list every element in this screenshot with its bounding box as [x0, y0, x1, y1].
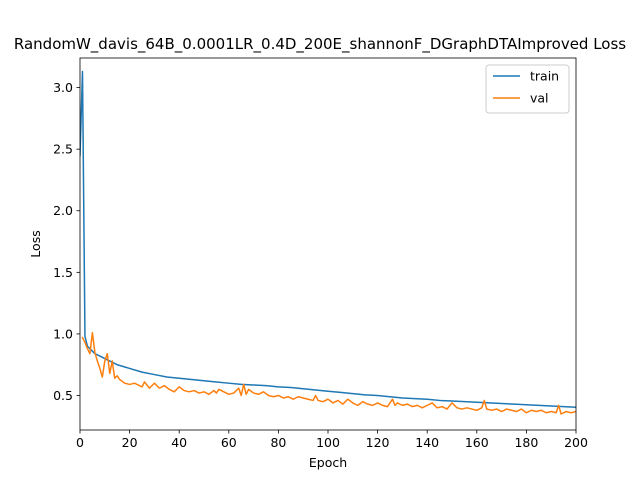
legend-frame [485, 64, 570, 114]
x-axis-label: Epoch [309, 455, 347, 470]
ticks-layer: 0 20 40 60 80 100 120 140 160 180 200 0.5 1.0 1.5 2.0 2… [53, 80, 588, 450]
x-tick-label: 0 [76, 435, 84, 450]
legend: train val [485, 64, 570, 114]
x-tick-label: 200 [564, 435, 588, 450]
legend-label-val: val [530, 91, 549, 106]
y-axis-label: Loss [28, 230, 43, 257]
plot-area [80, 58, 576, 430]
chart-title: RandomW_davis_64B_0.0001LR_0.4D_200E_sha… [14, 35, 626, 54]
series-layer [80, 70, 576, 415]
legend-label-train: train [530, 69, 559, 84]
y-tick-label: 1.5 [53, 265, 73, 280]
x-tick-label: 20 [122, 435, 138, 450]
y-tick-label: 2.5 [53, 142, 73, 157]
y-tick-label: 3.0 [53, 80, 73, 95]
x-tick-label: 140 [415, 435, 439, 450]
x-tick-label: 180 [514, 435, 538, 450]
y-tick-label: 0.5 [53, 388, 73, 403]
series-line-val [81, 331, 576, 415]
series-line-train [80, 70, 576, 408]
x-tick-label: 120 [366, 435, 390, 450]
x-tick-label: 160 [465, 435, 489, 450]
y-tick-label: 2.0 [53, 203, 73, 218]
x-tick-label: 100 [316, 435, 340, 450]
x-tick-label: 80 [270, 435, 286, 450]
x-tick-label: 40 [171, 435, 187, 450]
x-tick-label: 60 [221, 435, 237, 450]
y-tick-label: 1.0 [53, 326, 73, 341]
